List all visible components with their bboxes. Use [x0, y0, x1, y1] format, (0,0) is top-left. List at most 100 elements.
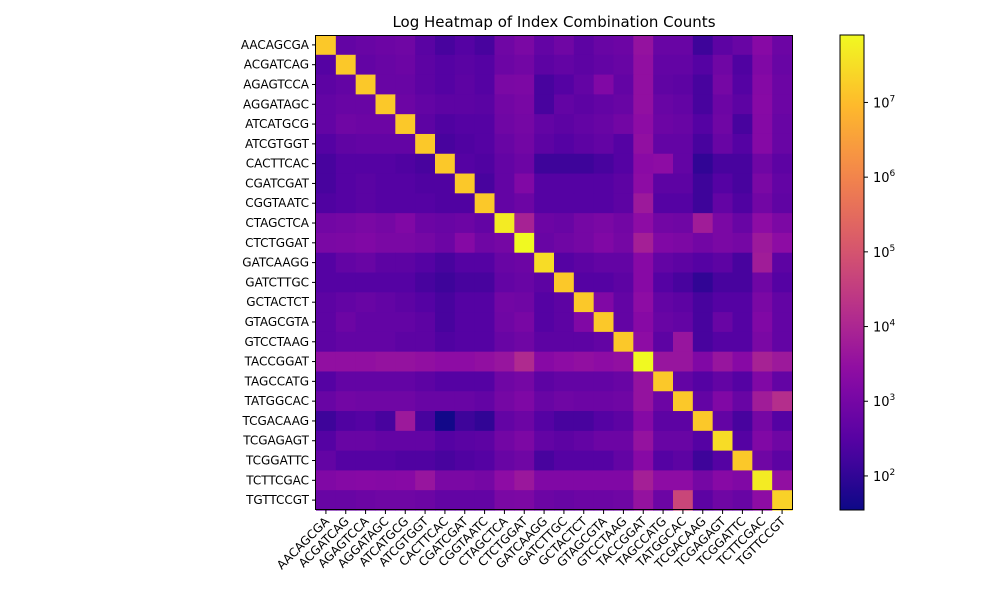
heatmap-cell — [554, 391, 575, 412]
heatmap-cell — [375, 114, 396, 135]
heatmap-cell — [514, 391, 535, 412]
heatmap-cell — [474, 94, 496, 115]
heatmap-cell — [375, 35, 396, 56]
heatmap-cell — [514, 173, 535, 194]
heatmap-cell — [573, 430, 595, 452]
heatmap-cell — [752, 430, 773, 452]
heatmap-cell — [633, 430, 654, 452]
heatmap-cell — [752, 213, 773, 234]
heatmap-cell — [355, 470, 377, 491]
heatmap-cell — [335, 411, 357, 432]
heatmap-cell — [355, 153, 377, 175]
heatmap-cell — [415, 193, 436, 214]
heatmap-cell — [712, 411, 734, 432]
heatmap-cell — [335, 232, 357, 254]
heatmap-cell — [335, 272, 357, 293]
heatmap-cell — [415, 312, 436, 333]
heatmap-cell — [494, 430, 515, 452]
y-tick-label: AACAGCGA — [241, 38, 310, 52]
heatmap-cell — [395, 133, 416, 155]
heatmap-cell — [752, 292, 773, 313]
heatmap-cell — [554, 193, 575, 214]
heatmap-cell — [454, 193, 476, 214]
heatmap-cell — [435, 450, 456, 472]
heatmap-cell — [633, 252, 654, 274]
heatmap-cell — [573, 114, 595, 135]
heatmap-cell — [474, 133, 496, 155]
heatmap-cell — [613, 35, 634, 56]
heatmap-cell — [395, 391, 416, 412]
heatmap-cell — [573, 133, 595, 155]
colorbar-tick-label: 107 — [873, 94, 895, 111]
heatmap-cell — [772, 450, 793, 472]
heatmap-cell — [633, 74, 654, 95]
heatmap-cell — [494, 173, 515, 194]
heatmap-cell — [712, 490, 734, 511]
heatmap-cell — [752, 35, 773, 56]
heatmap-cell — [415, 292, 436, 313]
heatmap-cell — [712, 450, 734, 472]
heatmap-cell — [573, 411, 595, 432]
heatmap-cell — [474, 153, 496, 175]
heatmap-cell — [673, 173, 694, 194]
heatmap-cell — [514, 133, 535, 155]
heatmap-cell — [593, 153, 615, 175]
heatmap-cell — [593, 351, 615, 373]
heatmap-cell — [375, 391, 396, 412]
heatmap-cell — [692, 133, 714, 155]
heatmap-cell — [633, 411, 654, 432]
heatmap-cell — [673, 490, 694, 511]
heatmap-cell — [435, 430, 456, 452]
heatmap-cell — [335, 331, 357, 353]
heatmap-cell — [692, 391, 714, 412]
heatmap-cell — [395, 272, 416, 293]
colorbar-tick-label: 102 — [873, 468, 895, 485]
heatmap-cell — [494, 272, 515, 293]
heatmap-cell — [732, 331, 753, 353]
heatmap-cell — [732, 391, 753, 412]
heatmap-cell — [415, 232, 436, 254]
heatmap-cell — [474, 114, 496, 135]
heatmap-cell — [494, 490, 515, 511]
heatmap-cell — [375, 213, 396, 234]
heatmap-cell — [375, 351, 396, 373]
heatmap-cell — [355, 74, 377, 95]
heatmap-cell — [494, 351, 515, 373]
heatmap-cell — [692, 411, 714, 432]
heatmap-cell — [772, 74, 793, 95]
heatmap-cell — [494, 371, 515, 392]
heatmap-cell — [335, 312, 357, 333]
heatmap-cell — [613, 292, 634, 313]
heatmap-cell — [772, 193, 793, 214]
heatmap-cell — [454, 351, 476, 373]
heatmap-cell — [514, 430, 535, 452]
heatmap-cell — [355, 411, 377, 432]
heatmap-cell — [395, 153, 416, 175]
heatmap-cell — [772, 490, 793, 511]
heatmap-cell — [454, 450, 476, 472]
heatmap-cell — [673, 450, 694, 472]
heatmap-cell — [712, 331, 734, 353]
x-axis-ticks: AACAGCGAACGATCAGAGAGTCCAAGGATAGCATCATGCG… — [274, 510, 789, 572]
heatmap-cell — [494, 252, 515, 274]
heatmap-cell — [375, 54, 396, 76]
heatmap-cell — [454, 54, 476, 76]
heatmap-cell — [692, 232, 714, 254]
heatmap-cell — [732, 351, 753, 373]
heatmap-cell — [613, 232, 634, 254]
heatmap-cell — [772, 411, 793, 432]
heatmap-cell — [395, 411, 416, 432]
heatmap-cell — [633, 173, 654, 194]
heatmap-cell — [375, 331, 396, 353]
heatmap-cell — [316, 133, 337, 155]
y-tick-label: CTAGCTCA — [245, 216, 309, 230]
heatmap-cell — [613, 371, 634, 392]
chart-title: Log Heatmap of Index Combination Counts — [392, 13, 715, 31]
heatmap-cell — [534, 213, 555, 234]
heatmap-cell — [415, 153, 436, 175]
heatmap-cell — [355, 450, 377, 472]
heatmap-cell — [375, 74, 396, 95]
heatmap-cell — [633, 153, 654, 175]
heatmap-cell — [613, 450, 634, 472]
heatmap-cell — [772, 292, 793, 313]
